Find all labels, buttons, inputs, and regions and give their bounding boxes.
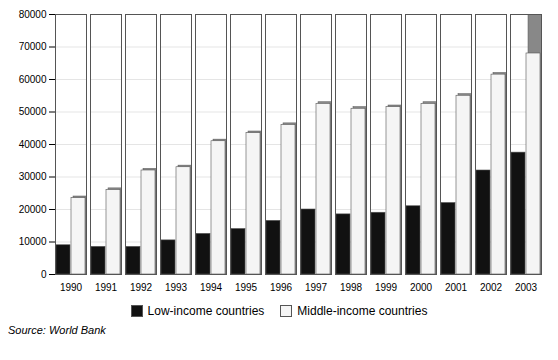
svg-text:1997: 1997 (305, 282, 328, 293)
svg-text:1995: 1995 (235, 282, 258, 293)
svg-text:40000: 40000 (19, 139, 47, 150)
svg-text:2001: 2001 (445, 282, 468, 293)
svg-text:1998: 1998 (340, 282, 363, 293)
svg-text:0: 0 (41, 269, 47, 280)
svg-text:10000: 10000 (19, 236, 47, 247)
svg-text:2000: 2000 (410, 282, 433, 293)
svg-text:1993: 1993 (165, 282, 188, 293)
svg-text:50000: 50000 (19, 106, 47, 117)
svg-text:30000: 30000 (19, 171, 47, 182)
svg-text:1996: 1996 (270, 282, 293, 293)
html-text:Source: World Bank: Source: World Bank (8, 324, 106, 336)
html-text:Middle-income countries: Middle-income countries (297, 304, 428, 318)
svg-text:60000: 60000 (19, 74, 47, 85)
svg-text:1991: 1991 (95, 282, 118, 293)
svg-text:1990: 1990 (60, 282, 83, 293)
svg-text:80000: 80000 (19, 9, 47, 20)
svg-text:1999: 1999 (375, 282, 398, 293)
svg-text:1992: 1992 (130, 282, 153, 293)
svg-text:70000: 70000 (19, 41, 47, 52)
html-text:Low-income countries: Low-income countries (147, 304, 265, 318)
svg-text:1994: 1994 (200, 282, 223, 293)
svg-text:2003: 2003 (515, 282, 538, 293)
svg-text:20000: 20000 (19, 204, 47, 215)
svg-text:2002: 2002 (480, 282, 503, 293)
